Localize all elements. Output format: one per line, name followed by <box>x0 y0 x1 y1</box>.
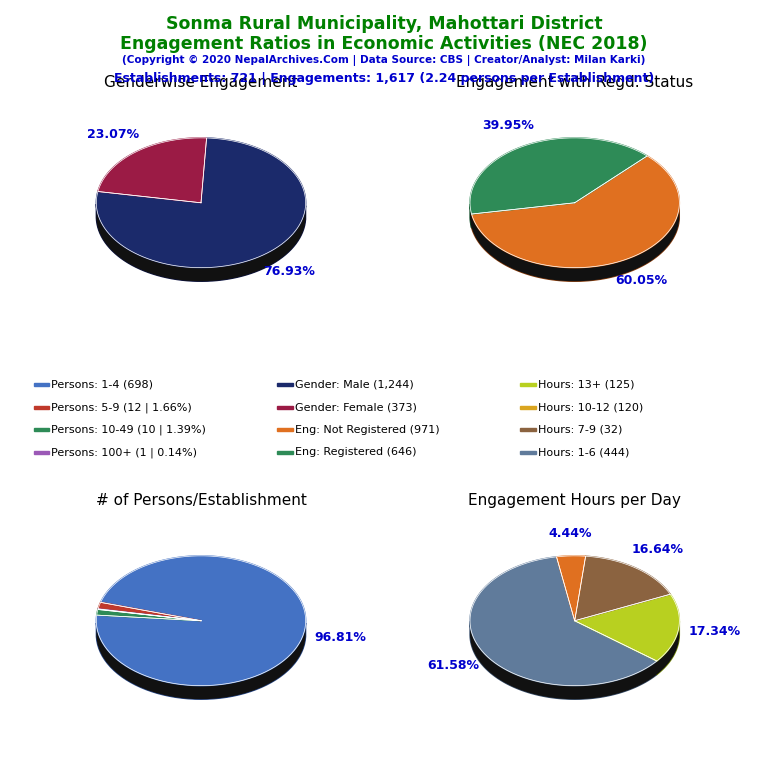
FancyBboxPatch shape <box>521 451 536 454</box>
Text: (Copyright © 2020 NepalArchives.Com | Data Source: CBS | Creator/Analyst: Milan : (Copyright © 2020 NepalArchives.Com | Da… <box>122 55 646 66</box>
FancyBboxPatch shape <box>277 429 293 431</box>
Text: Eng: Not Registered (971): Eng: Not Registered (971) <box>295 425 439 435</box>
Text: 23.07%: 23.07% <box>87 127 139 141</box>
Ellipse shape <box>96 569 306 699</box>
FancyBboxPatch shape <box>521 406 536 409</box>
Text: 4.44%: 4.44% <box>548 527 591 540</box>
FancyBboxPatch shape <box>277 406 293 409</box>
FancyBboxPatch shape <box>34 406 49 409</box>
Polygon shape <box>657 621 680 674</box>
Polygon shape <box>470 557 657 686</box>
Text: Hours: 13+ (125): Hours: 13+ (125) <box>538 379 634 389</box>
Text: Persons: 10-49 (10 | 1.39%): Persons: 10-49 (10 | 1.39%) <box>51 425 207 435</box>
Polygon shape <box>96 204 306 281</box>
Polygon shape <box>97 610 201 621</box>
Polygon shape <box>472 205 680 281</box>
Polygon shape <box>98 138 207 203</box>
Polygon shape <box>557 556 586 621</box>
FancyBboxPatch shape <box>521 429 536 431</box>
Polygon shape <box>574 594 680 661</box>
Polygon shape <box>98 602 201 621</box>
Text: Persons: 1-4 (698): Persons: 1-4 (698) <box>51 379 154 389</box>
Text: Hours: 10-12 (120): Hours: 10-12 (120) <box>538 402 643 412</box>
Text: 16.64%: 16.64% <box>631 543 684 556</box>
Polygon shape <box>470 621 657 699</box>
Text: Sonma Rural Municipality, Mahottari District: Sonma Rural Municipality, Mahottari Dist… <box>166 15 602 33</box>
FancyBboxPatch shape <box>521 383 536 386</box>
Polygon shape <box>98 609 201 621</box>
Text: Persons: 100+ (1 | 0.14%): Persons: 100+ (1 | 0.14%) <box>51 447 197 458</box>
FancyBboxPatch shape <box>34 429 49 431</box>
Polygon shape <box>472 156 680 268</box>
Text: Hours: 7-9 (32): Hours: 7-9 (32) <box>538 425 622 435</box>
Polygon shape <box>470 204 472 227</box>
Polygon shape <box>472 203 574 227</box>
Polygon shape <box>470 138 647 214</box>
Text: Gender: Male (1,244): Gender: Male (1,244) <box>295 379 413 389</box>
Ellipse shape <box>470 151 680 281</box>
FancyBboxPatch shape <box>34 451 49 454</box>
Text: 76.93%: 76.93% <box>263 265 315 278</box>
Text: 39.95%: 39.95% <box>482 119 534 132</box>
Text: Establishments: 721 | Engagements: 1,617 (2.24 persons per Establishment): Establishments: 721 | Engagements: 1,617… <box>114 72 654 85</box>
Text: 61.58%: 61.58% <box>427 659 479 672</box>
Polygon shape <box>472 203 574 227</box>
FancyBboxPatch shape <box>277 383 293 386</box>
Polygon shape <box>574 556 670 621</box>
Text: Eng: Registered (646): Eng: Registered (646) <box>295 448 416 458</box>
Title: # of Persons/Establishment: # of Persons/Establishment <box>95 493 306 508</box>
Polygon shape <box>574 621 657 674</box>
Title: Genderwise Engagement: Genderwise Engagement <box>104 75 298 90</box>
Text: 96.81%: 96.81% <box>314 631 366 644</box>
Polygon shape <box>574 621 657 674</box>
Text: Gender: Female (373): Gender: Female (373) <box>295 402 416 412</box>
Title: Engagement with Regd. Status: Engagement with Regd. Status <box>456 75 694 90</box>
Ellipse shape <box>470 569 680 699</box>
Ellipse shape <box>96 151 306 281</box>
FancyBboxPatch shape <box>34 383 49 386</box>
Polygon shape <box>96 138 306 268</box>
FancyBboxPatch shape <box>277 451 293 454</box>
Text: Persons: 5-9 (12 | 1.66%): Persons: 5-9 (12 | 1.66%) <box>51 402 192 412</box>
Polygon shape <box>96 556 306 686</box>
Text: 60.05%: 60.05% <box>615 273 667 286</box>
Title: Engagement Hours per Day: Engagement Hours per Day <box>468 493 681 508</box>
Text: Hours: 1-6 (444): Hours: 1-6 (444) <box>538 448 629 458</box>
Polygon shape <box>96 623 306 699</box>
Text: 17.34%: 17.34% <box>689 625 741 638</box>
Text: Engagement Ratios in Economic Activities (NEC 2018): Engagement Ratios in Economic Activities… <box>121 35 647 52</box>
